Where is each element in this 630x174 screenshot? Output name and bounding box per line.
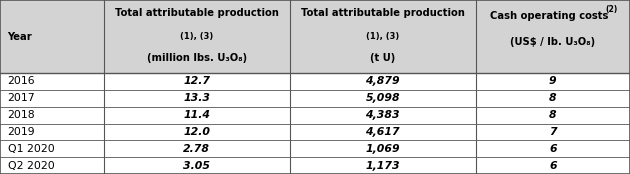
- Text: 5,098: 5,098: [365, 93, 400, 103]
- Bar: [0, 0, 630, 73]
- Text: Total attributable production: Total attributable production: [115, 8, 279, 18]
- Text: 13.3: 13.3: [183, 93, 210, 103]
- Text: Total attributable production: Total attributable production: [301, 8, 465, 18]
- Text: Q2 2020: Q2 2020: [8, 161, 54, 171]
- Bar: [0, 107, 630, 124]
- Bar: [0, 157, 630, 174]
- Text: 1,173: 1,173: [365, 161, 400, 171]
- Text: 11.4: 11.4: [183, 110, 210, 120]
- Text: 12.7: 12.7: [183, 77, 210, 86]
- Bar: [0, 140, 630, 157]
- Text: 4,383: 4,383: [365, 110, 400, 120]
- Text: (2): (2): [605, 5, 617, 14]
- Text: (million lbs. U₃O₈): (million lbs. U₃O₈): [147, 53, 247, 64]
- Text: (1), (3): (1), (3): [180, 32, 214, 41]
- Text: 1,069: 1,069: [365, 144, 400, 154]
- Text: 2.78: 2.78: [183, 144, 210, 154]
- Text: 2016: 2016: [8, 77, 35, 86]
- Text: 4,617: 4,617: [365, 127, 400, 137]
- Text: 2019: 2019: [8, 127, 35, 137]
- Bar: [0, 90, 630, 107]
- Text: (1), (3): (1), (3): [366, 32, 399, 41]
- Text: 9: 9: [549, 77, 557, 86]
- Text: 2017: 2017: [8, 93, 35, 103]
- Text: 3.05: 3.05: [183, 161, 210, 171]
- Text: 6: 6: [549, 144, 557, 154]
- Bar: [0, 124, 630, 140]
- Text: 2018: 2018: [8, 110, 35, 120]
- Text: 12.0: 12.0: [183, 127, 210, 137]
- Text: 8: 8: [549, 110, 557, 120]
- Text: 7: 7: [549, 127, 557, 137]
- Text: Year: Year: [8, 31, 32, 42]
- Text: 4,879: 4,879: [365, 77, 400, 86]
- Text: (t U): (t U): [370, 53, 396, 64]
- Text: (US$ / lb. U₃O₈): (US$ / lb. U₃O₈): [510, 37, 595, 47]
- Bar: [0, 73, 630, 90]
- Text: 6: 6: [549, 161, 557, 171]
- Text: 8: 8: [549, 93, 557, 103]
- Text: Q1 2020: Q1 2020: [8, 144, 54, 154]
- Text: Cash operating costs: Cash operating costs: [491, 11, 609, 21]
